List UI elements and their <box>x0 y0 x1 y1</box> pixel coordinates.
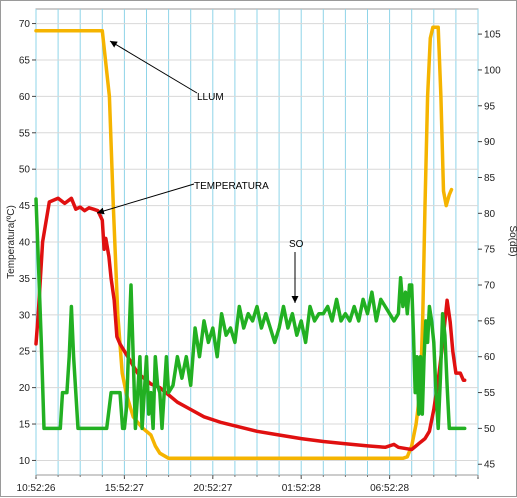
temperatura-series-line <box>34 196 467 452</box>
right-axis-label: So(dB) <box>507 225 517 256</box>
right-axis-tick-label: 90 <box>484 137 496 148</box>
temperatura-annotation-label: TEMPERATURA <box>194 181 269 192</box>
left-axis-tick-label: 30 <box>19 310 31 321</box>
left-axis-tick-label: 50 <box>19 165 31 176</box>
llum-annotation-arrow <box>109 40 198 94</box>
right-axis-tick-label: 45 <box>484 460 496 471</box>
x-axis-tick-label: 06:52:28 <box>370 483 409 494</box>
left-axis-tick-label: 45 <box>19 201 31 212</box>
left-axis-tick-label: 15 <box>19 420 31 431</box>
x-axis-tick-label: 15:52:27 <box>105 483 144 494</box>
left-axis-tick-label: 25 <box>19 347 31 358</box>
x-axis-tick-label: 20:52:27 <box>193 483 232 494</box>
grid <box>35 9 479 475</box>
right-axis-tick-label: 80 <box>484 209 496 220</box>
right-axis-tick-label: 95 <box>484 101 496 112</box>
right-axis-tick-label: 50 <box>484 424 496 435</box>
left-axis-tick-label: 40 <box>19 238 31 249</box>
left-axis-tick-label: 55 <box>19 128 31 139</box>
x-axis-tick-label: 10:52:26 <box>17 483 56 494</box>
left-axis-tick-label: 65 <box>19 55 31 66</box>
right-axis-tick-label: 55 <box>484 388 496 399</box>
so-series-line <box>34 197 467 431</box>
left-axis-label: Temperatura(ºC) <box>6 205 17 279</box>
right-axis-tick-label: 105 <box>484 30 501 41</box>
temperatura-annotation-arrow <box>96 183 195 215</box>
left-axis-tick-label: 70 <box>19 19 31 30</box>
left-axis-tick-label: 60 <box>19 92 31 103</box>
annotations: LLUM TEMPERATURA SO <box>96 40 304 303</box>
llum-annotation-label: LLUM <box>197 92 224 103</box>
axes: 10 15 20 25 30 35 40 45 50 55 60 65 70 45 50 55 60 65 70 75… <box>17 19 502 494</box>
right-axis-tick-label: 65 <box>484 316 496 327</box>
series-layer <box>34 25 467 461</box>
x-axis-tick-label: 01:52:28 <box>282 483 321 494</box>
llum-series-line <box>34 25 454 461</box>
right-axis-tick-label: 60 <box>484 352 496 363</box>
right-axis-tick-label: 100 <box>484 65 501 76</box>
left-axis-tick-label: 20 <box>19 383 31 394</box>
right-axis-tick-label: 70 <box>484 281 496 292</box>
right-axis-tick-label: 85 <box>484 173 496 184</box>
left-axis-tick-label: 35 <box>19 274 31 285</box>
right-axis-tick-label: 75 <box>484 245 496 256</box>
so-annotation-label: SO <box>289 239 304 250</box>
left-axis-tick-label: 10 <box>19 456 31 467</box>
